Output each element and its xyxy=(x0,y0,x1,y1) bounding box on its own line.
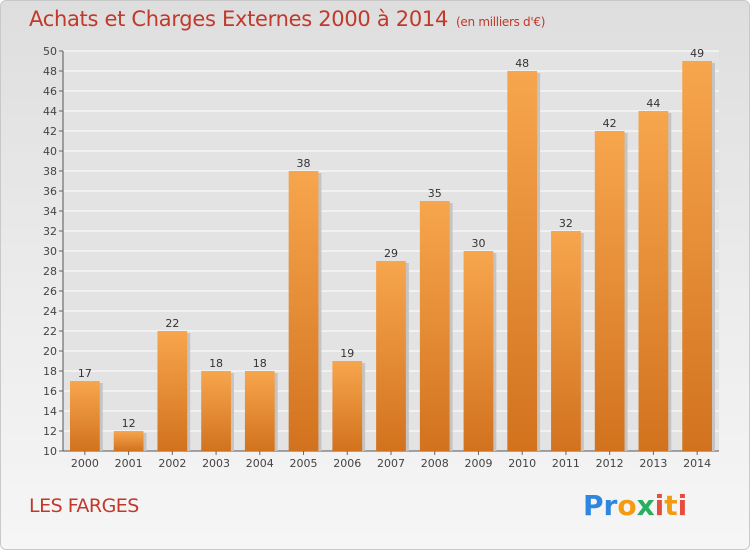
data-label-2010: 48 xyxy=(515,57,529,70)
x-tick-label-2013: 2013 xyxy=(639,457,667,470)
data-label-2004: 18 xyxy=(253,357,267,370)
y-tick-label: 32 xyxy=(43,225,57,238)
data-label-2002: 22 xyxy=(165,317,179,330)
y-tick-label: 36 xyxy=(43,185,57,198)
bar-2013 xyxy=(638,111,669,451)
x-tick-label-2007: 2007 xyxy=(377,457,405,470)
data-label-2011: 32 xyxy=(559,217,573,230)
bar-2003 xyxy=(201,371,231,451)
bar-2010 xyxy=(507,71,538,451)
y-tick-label: 14 xyxy=(43,405,57,418)
chart-title: Achats et Charges Externes 2000 à 2014 (e… xyxy=(29,7,545,31)
data-label-2009: 30 xyxy=(471,237,485,250)
y-tick-label: 28 xyxy=(43,265,57,278)
y-tick-label: 40 xyxy=(43,145,57,158)
y-tick-label: 44 xyxy=(43,105,57,118)
bar-2007 xyxy=(376,261,406,451)
x-tick-label-2005: 2005 xyxy=(290,457,318,470)
y-tick-label: 42 xyxy=(43,125,57,138)
x-tick-label-2004: 2004 xyxy=(246,457,274,470)
bar-2000 xyxy=(69,381,100,451)
x-tick-label-2003: 2003 xyxy=(202,457,230,470)
chart-subtitle: (en milliers d'€) xyxy=(456,15,546,29)
x-tick-label-2012: 2012 xyxy=(596,457,624,470)
data-label-2003: 18 xyxy=(209,357,223,370)
y-tick-label: 22 xyxy=(43,325,57,338)
y-tick-label: 50 xyxy=(43,45,57,58)
y-tick-label: 10 xyxy=(43,445,57,458)
data-label-2001: 12 xyxy=(122,417,136,430)
proxiti-logo: Proxiti xyxy=(583,489,688,522)
bar-2011 xyxy=(551,231,581,451)
commune-name: LES FARGES xyxy=(29,495,139,517)
y-tick-label: 16 xyxy=(43,385,57,398)
y-tick-label: 34 xyxy=(43,205,57,218)
x-tick-label-2001: 2001 xyxy=(115,457,143,470)
bar-2002 xyxy=(157,331,188,451)
bar-2014 xyxy=(682,61,713,451)
y-tick-label: 24 xyxy=(43,305,57,318)
x-tick-label-2006: 2006 xyxy=(333,457,361,470)
bar-2005 xyxy=(288,171,319,451)
bar-2001 xyxy=(113,431,144,451)
bar-2008 xyxy=(419,201,450,451)
data-label-2008: 35 xyxy=(428,187,442,200)
bar-2004 xyxy=(244,371,275,451)
data-label-2006: 19 xyxy=(340,347,354,360)
x-tick-label-2011: 2011 xyxy=(552,457,580,470)
bar-2006 xyxy=(332,361,363,451)
x-tick-label-2009: 2009 xyxy=(464,457,492,470)
y-tick-label: 12 xyxy=(43,425,57,438)
chart-title-text: Achats et Charges Externes 2000 à 2014 xyxy=(29,7,449,31)
x-tick-label-2000: 2000 xyxy=(71,457,99,470)
y-tick-label: 18 xyxy=(43,365,57,378)
data-label-2005: 38 xyxy=(297,157,311,170)
y-tick-label: 30 xyxy=(43,245,57,258)
x-tick-label-2008: 2008 xyxy=(421,457,449,470)
x-tick-label-2002: 2002 xyxy=(158,457,186,470)
y-tick-label: 20 xyxy=(43,345,57,358)
bar-2009 xyxy=(463,251,494,451)
bar-2012 xyxy=(594,131,625,451)
y-tick-label: 26 xyxy=(43,285,57,298)
x-tick-label-2014: 2014 xyxy=(683,457,711,470)
y-tick-label: 48 xyxy=(43,65,57,78)
y-tick-label: 46 xyxy=(43,85,57,98)
data-label-2000: 17 xyxy=(78,367,92,380)
data-label-2013: 44 xyxy=(646,97,660,110)
data-label-2007: 29 xyxy=(384,247,398,260)
data-label-2012: 42 xyxy=(603,117,617,130)
y-tick-label: 38 xyxy=(43,165,57,178)
x-tick-label-2010: 2010 xyxy=(508,457,536,470)
data-label-2014: 49 xyxy=(690,47,704,60)
